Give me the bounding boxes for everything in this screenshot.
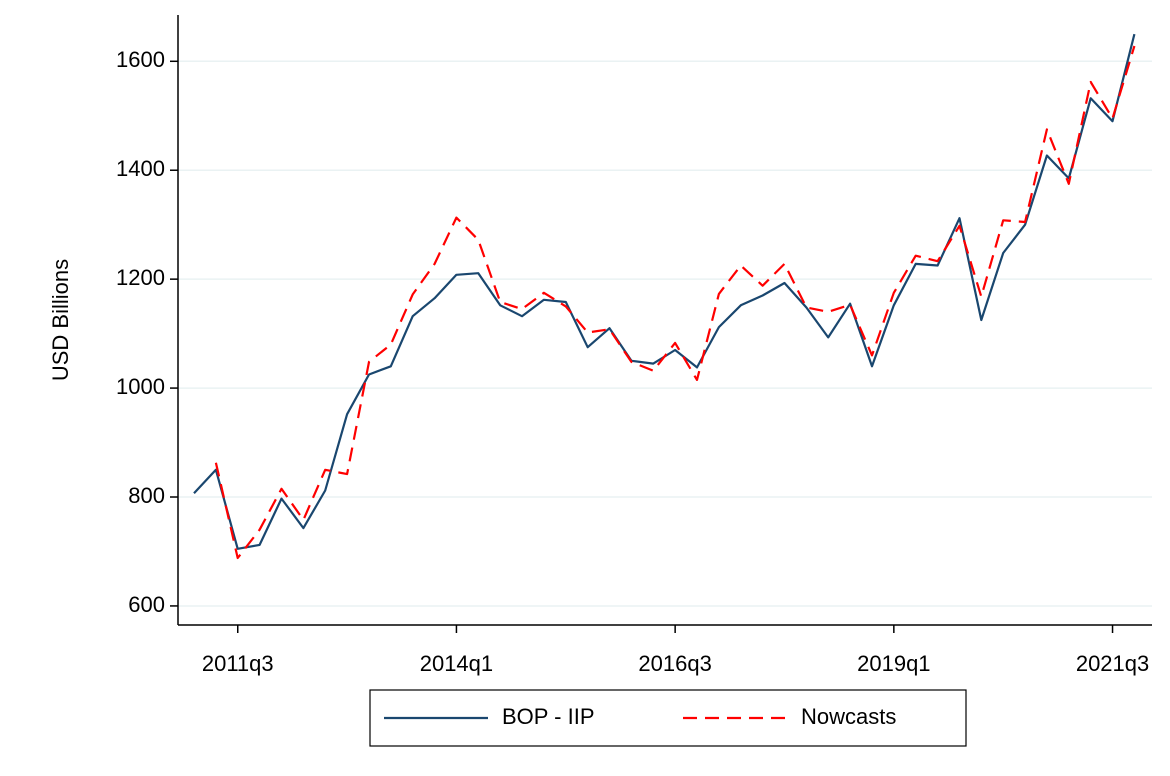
x-tick-label: 2014q1 (420, 651, 493, 676)
y-tick-label: 1000 (116, 374, 165, 399)
y-tick-label: 1200 (116, 265, 165, 290)
x-tick-label: 2021q3 (1076, 651, 1149, 676)
x-tick-label: 2016q3 (638, 651, 711, 676)
x-tick-label: 2011q3 (202, 651, 274, 676)
y-tick-label: 800 (128, 483, 165, 508)
y-tick-label: 600 (128, 592, 165, 617)
series-line (214, 45, 1136, 560)
y-axis-label: USD Billions (48, 259, 73, 381)
y-tick-label: 1600 (116, 47, 165, 72)
x-tick-label: 2019q1 (857, 651, 930, 676)
legend-label: Nowcasts (801, 704, 896, 729)
legend-label: BOP - IIP (502, 704, 595, 729)
y-tick-label: 1400 (116, 156, 165, 181)
